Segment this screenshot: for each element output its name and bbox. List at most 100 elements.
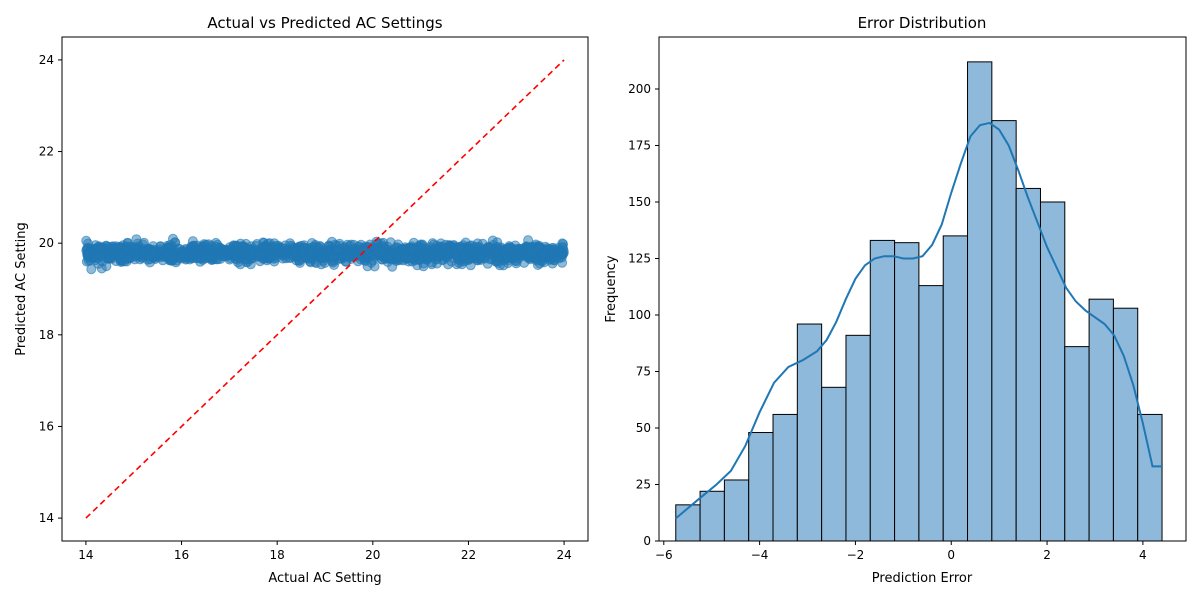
scatter-point <box>451 259 462 270</box>
scatter-point <box>382 251 392 262</box>
histogram-bar <box>894 242 920 542</box>
histogram-bar <box>748 432 774 542</box>
x-tick-label: −2 <box>847 548 865 562</box>
y-tick-label: 175 <box>628 138 651 152</box>
histogram-title: Error Distribution <box>858 14 987 32</box>
scatter-point <box>203 239 214 250</box>
scatter-point <box>116 249 127 260</box>
histogram-bar <box>967 61 993 542</box>
scatter-point <box>314 241 325 251</box>
y-tick-label: 16 <box>39 419 54 433</box>
scatter-point <box>94 243 105 254</box>
scatter-point <box>167 253 178 264</box>
scatter-point <box>316 252 327 263</box>
scatter-point <box>232 257 243 268</box>
scatter-title: Actual vs Predicted AC Settings <box>207 14 442 32</box>
y-tick-label: 14 <box>39 511 54 525</box>
scatter-point <box>268 251 279 261</box>
scatter-point <box>426 249 437 260</box>
histogram-bar <box>772 413 798 542</box>
x-tick-label: 24 <box>556 548 571 562</box>
scatter-chart: 14 16 18 20 22 24 14 16 18 20 22 24 Actual vs Pred… <box>14 14 589 586</box>
x-tick-label: 18 <box>270 548 285 562</box>
histogram-x-ticks: −6 −4 −2 0 2 4 <box>655 541 1147 562</box>
scatter-point <box>131 249 142 260</box>
y-tick-label: 0 <box>643 534 651 548</box>
scatter-point <box>254 248 265 259</box>
scatter-point <box>296 247 307 258</box>
y-tick-label: 150 <box>628 195 651 209</box>
y-tick-label: 25 <box>636 477 651 491</box>
y-tick-label: 125 <box>628 251 651 265</box>
histogram-y-label: Frequency <box>604 255 619 322</box>
scatter-point <box>475 250 486 261</box>
scatter-point <box>451 250 461 261</box>
scatter-point <box>235 247 246 258</box>
scatter-point <box>122 237 133 248</box>
x-tick-label: 0 <box>947 548 955 562</box>
x-tick-label: −6 <box>655 548 673 562</box>
scatter-point <box>159 248 170 259</box>
scatter-point <box>345 239 356 250</box>
scatter-point <box>176 253 187 264</box>
scatter-point <box>186 241 197 252</box>
scatter-point <box>96 263 107 274</box>
scatter-point <box>465 240 475 251</box>
x-tick-label: 20 <box>365 548 380 562</box>
histogram-bar <box>821 386 847 542</box>
scatter-point <box>524 243 535 254</box>
histogram-y-ticks: 0 25 50 75 100 125 150 175 200 <box>628 82 659 548</box>
scatter-point <box>86 264 97 275</box>
histogram-bar <box>1064 346 1090 542</box>
scatter-x-ticks: 14 16 18 20 22 24 <box>78 541 572 562</box>
scatter-point <box>558 239 569 250</box>
histogram-bar <box>991 120 1017 542</box>
scatter-point <box>263 244 274 255</box>
scatter-axes-frame <box>61 36 589 542</box>
scatter-point <box>417 240 428 251</box>
histogram-bar <box>1039 201 1066 542</box>
histogram-axes-frame <box>658 36 1187 542</box>
histogram-bar <box>1137 413 1163 542</box>
y-tick-label: 22 <box>39 145 54 159</box>
histogram-bar <box>675 504 701 542</box>
scatter-point <box>105 251 116 262</box>
histogram-bars <box>675 61 1163 542</box>
y-tick-label: 20 <box>39 236 54 250</box>
scatter-x-label: Actual AC Setting <box>268 571 381 586</box>
histogram-bar <box>942 235 969 542</box>
scatter-point <box>416 250 427 261</box>
scatter-point <box>387 261 398 272</box>
y-tick-label: 75 <box>636 364 651 378</box>
kde-curve <box>675 121 1162 520</box>
scatter-point <box>373 247 384 258</box>
scatter-points <box>81 233 569 275</box>
scatter-point <box>82 249 93 260</box>
scatter-point <box>224 242 235 253</box>
histogram-chart: −6 −4 −2 0 2 4 0 25 50 75 100 125 150 175 200 Error D… <box>604 14 1187 586</box>
y-tick-label: 200 <box>628 82 651 96</box>
histogram-bar <box>699 490 725 542</box>
y-tick-label: 24 <box>39 53 54 67</box>
scatter-point <box>441 239 451 250</box>
scatter-point <box>490 246 501 257</box>
y-tick-label: 50 <box>636 421 651 435</box>
y-tick-label: 100 <box>628 308 651 322</box>
scatter-y-ticks: 14 16 18 20 22 24 <box>39 53 62 525</box>
histogram-bar <box>918 285 944 542</box>
histogram-x-label: Prediction Error <box>872 571 973 586</box>
ideal-prediction-line <box>85 59 565 519</box>
x-tick-label: 16 <box>174 548 189 562</box>
scatter-point <box>512 244 523 255</box>
scatter-y-label: Predicted AC Setting <box>14 222 29 356</box>
histogram-bar <box>845 334 871 542</box>
x-tick-label: −4 <box>751 548 769 562</box>
histogram-bar <box>1088 298 1114 542</box>
x-tick-label: 14 <box>78 548 93 562</box>
y-tick-label: 18 <box>39 328 54 342</box>
scatter-point <box>148 246 159 257</box>
x-tick-label: 2 <box>1043 548 1051 562</box>
x-tick-label: 22 <box>461 548 476 562</box>
scatter-point <box>341 250 352 261</box>
